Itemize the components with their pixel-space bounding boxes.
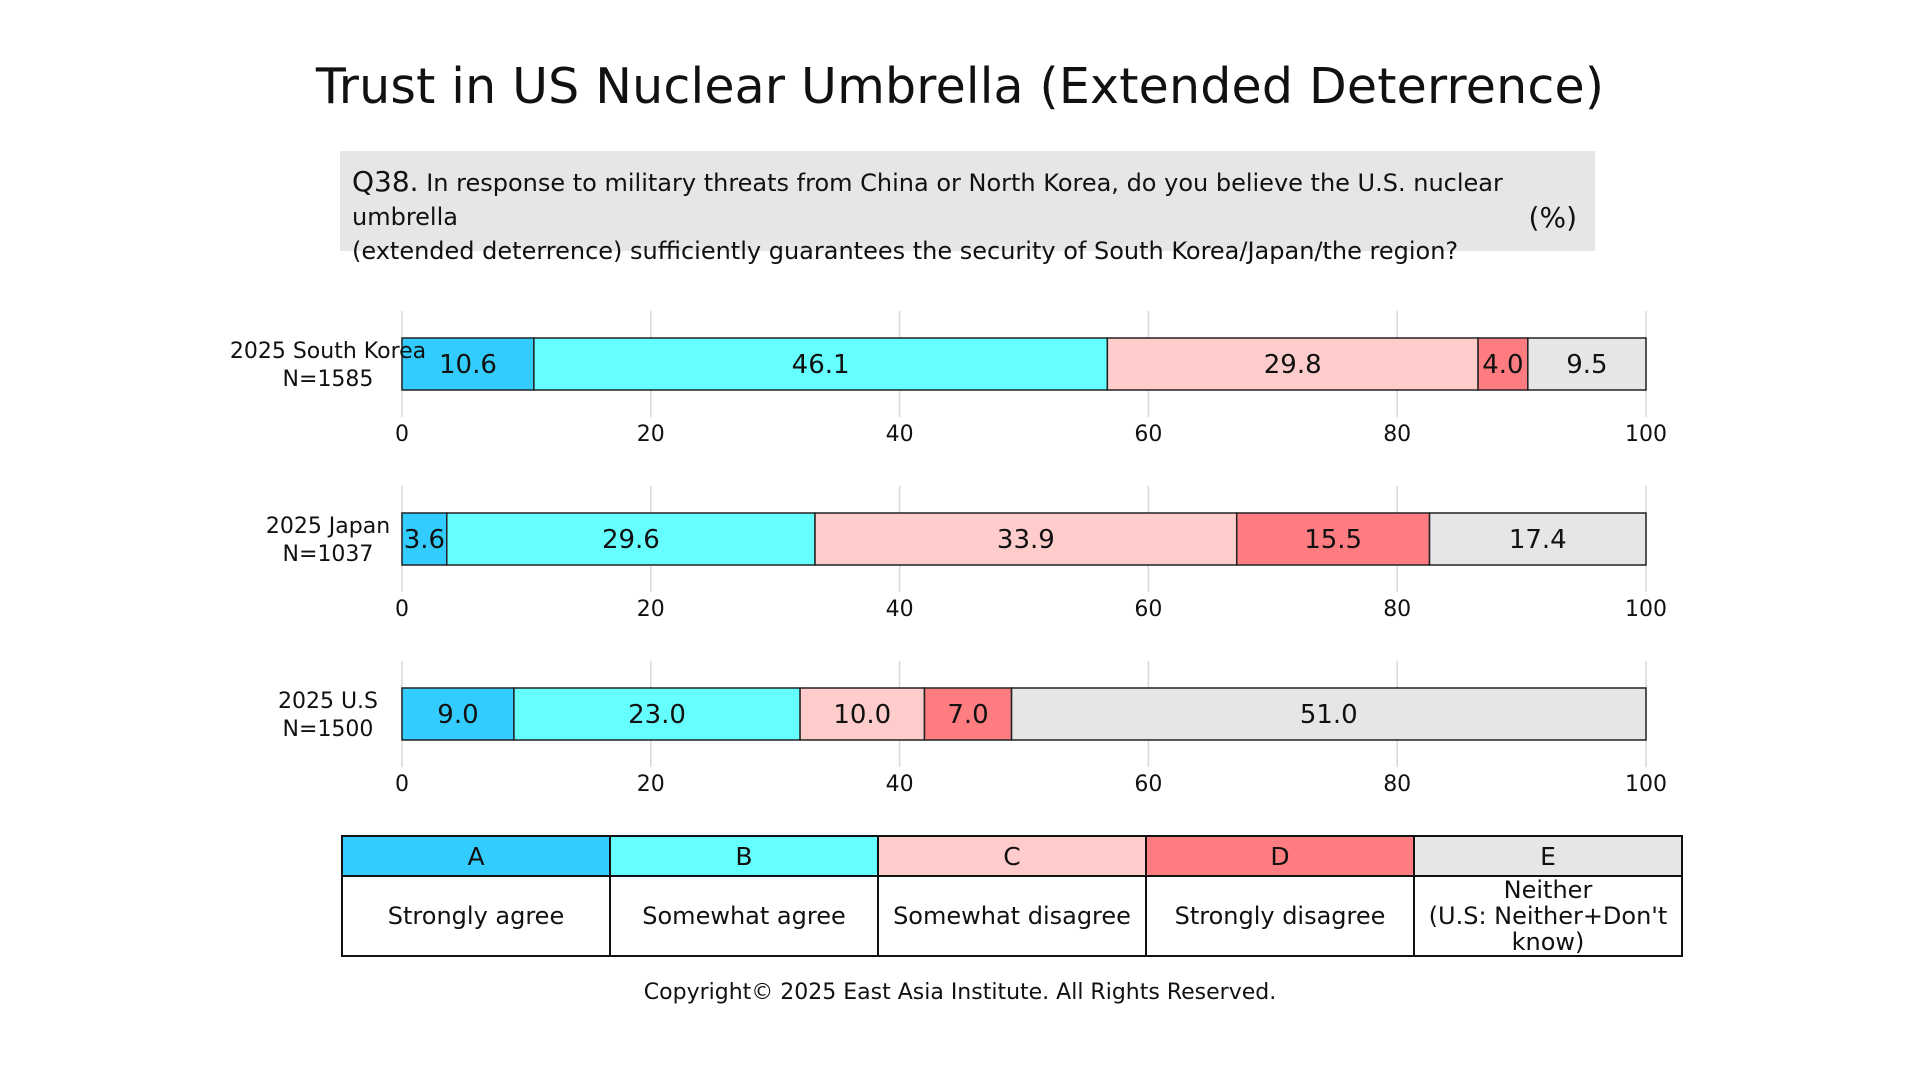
tick-label-2025-south-korea-3: 60 — [1134, 422, 1162, 447]
legend-key-e: E — [1413, 835, 1683, 877]
tick-label-2025-japan-1: 20 — [637, 597, 665, 622]
bar-sample-size-2025-u-s: N=1500 — [283, 717, 374, 742]
legend-desc-e-line-1: Neither — [1503, 876, 1593, 904]
data-label-2025-u-s-a: 9.0 — [437, 700, 478, 730]
bar-segment-2025-u-s-b — [513, 687, 801, 741]
data-label-2025-japan-e: 17.4 — [1509, 525, 1567, 555]
tick-label-2025-south-korea-4: 80 — [1383, 422, 1411, 447]
tick-label-2025-south-korea-1: 20 — [637, 422, 665, 447]
data-label-2025-japan-b: 29.6 — [602, 525, 660, 555]
tick-label-2025-japan-5: 100 — [1625, 597, 1667, 622]
bar-sample-size-2025-japan: N=1037 — [283, 542, 374, 567]
bar-segment-2025-south-korea-c — [1106, 337, 1479, 391]
tick-label-2025-u-s-1: 20 — [637, 772, 665, 797]
tick-label-2025-u-s-5: 100 — [1625, 772, 1667, 797]
data-label-2025-south-korea-e: 9.5 — [1566, 350, 1607, 380]
tick-label-2025-u-s-3: 60 — [1134, 772, 1162, 797]
tick-label-2025-japan-0: 0 — [395, 597, 409, 622]
question-line-2: (extended deterrence) sufficiently guara… — [352, 237, 1459, 265]
question-number: Q38. — [352, 165, 419, 198]
data-label-2025-japan-c: 33.9 — [997, 525, 1055, 555]
tick-label-2025-japan-4: 80 — [1383, 597, 1411, 622]
tick-label-2025-japan-3: 60 — [1134, 597, 1162, 622]
bar-label-2025-south-korea: 2025 South Korea — [230, 339, 426, 364]
bar-segment-2025-japan-d — [1235, 512, 1431, 566]
tick-label-2025-south-korea-2: 40 — [886, 422, 914, 447]
legend-desc-c: Somewhat disagree — [877, 875, 1147, 957]
bar-segment-2025-south-korea-d — [1477, 337, 1529, 391]
bar-label-2025-japan: 2025 Japan — [266, 514, 390, 539]
legend-key-c: C — [877, 835, 1147, 877]
legend-key-d: D — [1145, 835, 1415, 877]
tick-label-2025-south-korea-5: 100 — [1625, 422, 1667, 447]
stacked-bar-chart: 10.6 46.1 29.8 4.0 9.5 0 20 40 60 80 100 2025 South… — [230, 311, 1667, 797]
legend-header-row: A B C D E — [341, 835, 1683, 877]
tick-label-2025-u-s-4: 80 — [1383, 772, 1411, 797]
bar-segment-2025-u-s-c — [799, 687, 926, 741]
data-label-2025-south-korea-d: 4.0 — [1482, 350, 1523, 380]
legend-desc-e-line-2: (U.S: Neither+Don't — [1428, 902, 1668, 930]
bar-segment-2025-japan-c — [814, 512, 1238, 566]
legend-key-a: A — [341, 835, 611, 877]
chart-title: Trust in US Nuclear Umbrella (Extended D… — [315, 58, 1605, 115]
data-label-2025-south-korea-b: 46.1 — [792, 350, 850, 380]
data-label-2025-japan-d: 15.5 — [1304, 525, 1362, 555]
tick-label-2025-u-s-2: 40 — [886, 772, 914, 797]
bar-sample-size-2025-south-korea: N=1585 — [283, 367, 374, 392]
legend-desc-e: Neither (U.S: Neither+Don't know) — [1413, 875, 1683, 957]
legend-description-row: Strongly agree Somewhat agree Somewhat d… — [341, 875, 1683, 957]
bar-segment-2025-japan-e — [1428, 512, 1647, 566]
data-label-2025-south-korea-a: 10.6 — [439, 350, 497, 380]
data-label-2025-u-s-d: 7.0 — [947, 700, 988, 730]
data-label-2025-u-s-e: 51.0 — [1300, 700, 1358, 730]
data-label-2025-japan-a: 3.6 — [404, 525, 445, 555]
bar-segment-2025-u-s-a — [401, 687, 515, 741]
data-label-2025-u-s-b: 23.0 — [628, 700, 686, 730]
bar-segment-2025-japan-b — [446, 512, 816, 566]
tick-label-2025-japan-2: 40 — [886, 597, 914, 622]
legend-desc-d: Strongly disagree — [1145, 875, 1415, 957]
bar-segment-2025-u-s-e — [1010, 687, 1647, 741]
bar-segment-2025-south-korea-e — [1527, 337, 1647, 391]
data-label-2025-u-s-c: 10.0 — [833, 700, 891, 730]
bar-segment-2025-u-s-d — [923, 687, 1013, 741]
legend-desc-b: Somewhat agree — [609, 875, 879, 957]
copyright-notice: Copyright© 2025 East Asia Institute. All… — [643, 980, 1277, 1005]
legend-key-b: B — [609, 835, 879, 877]
tick-label-2025-u-s-0: 0 — [395, 772, 409, 797]
legend-table: A B C D E Strongly agree Somewhat agree … — [341, 835, 1683, 957]
unit-label: (%) — [1528, 201, 1577, 234]
question-box: Q38. In response to military threats fro… — [340, 151, 1595, 265]
question-text: Q38. In response to military threats fro… — [352, 165, 1552, 268]
data-label-2025-south-korea-c: 29.8 — [1264, 350, 1322, 380]
legend-desc-a: Strongly agree — [341, 875, 611, 957]
legend-desc-e-line-3: know) — [1511, 928, 1585, 956]
question-line-1: In response to military threats from Chi… — [352, 169, 1503, 231]
tick-label-2025-south-korea-0: 0 — [395, 422, 409, 447]
bar-label-2025-u-s: 2025 U.S — [278, 689, 378, 714]
